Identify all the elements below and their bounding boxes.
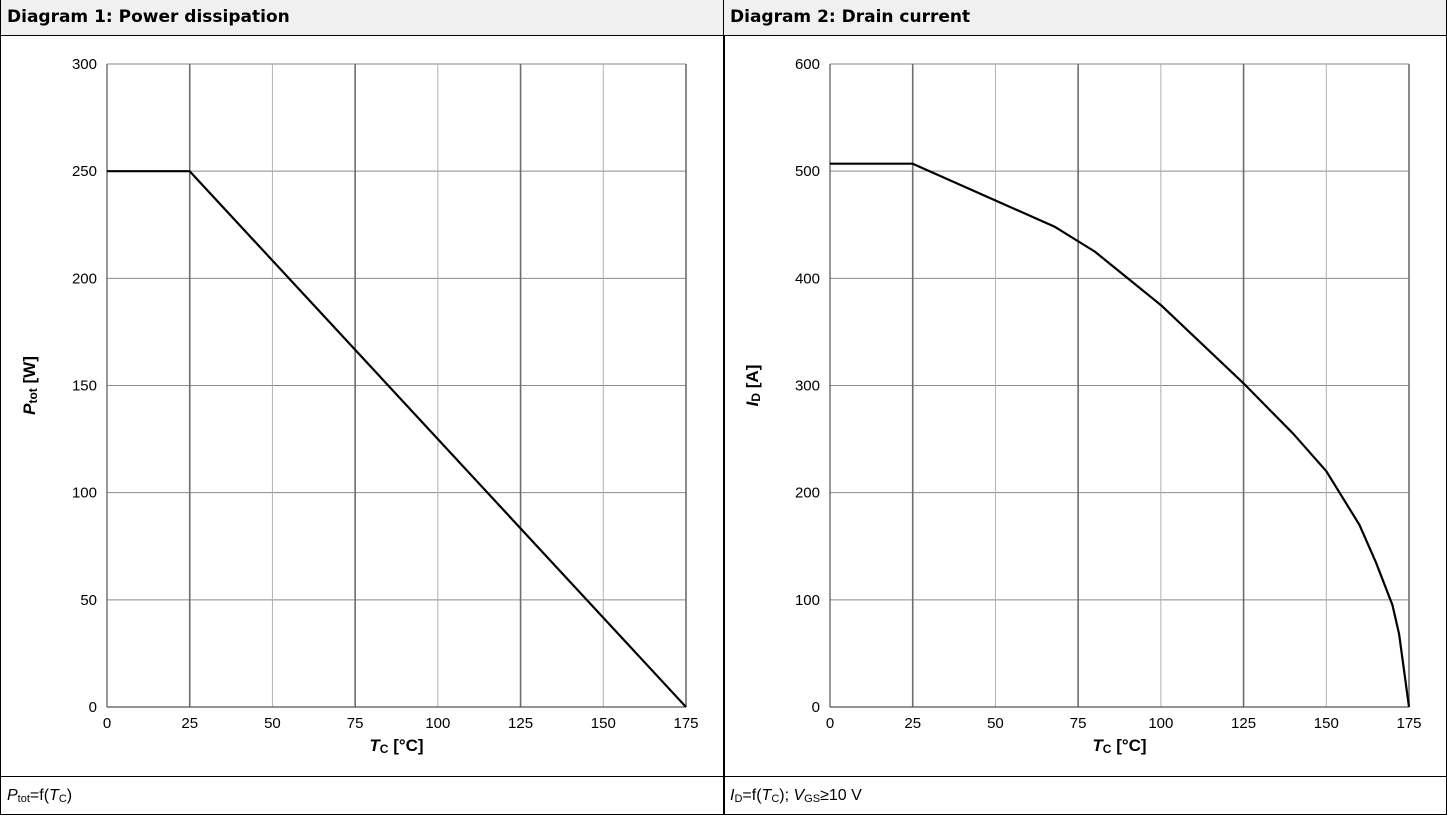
panel-2-footer: ID=f(TC); VGS≥10 V <box>724 776 1446 814</box>
footer-extra-var: V <box>793 787 805 804</box>
x-tick-label: 75 <box>347 715 364 732</box>
footer-arg-sub: C <box>58 793 67 805</box>
x-tick-label: 25 <box>904 715 921 732</box>
footer-arg-sub: C <box>771 793 780 805</box>
y-tick-label: 0 <box>89 699 97 716</box>
series-line <box>107 170 687 708</box>
y-tick-label: 100 <box>795 592 820 609</box>
x-tick-label: 0 <box>103 715 111 732</box>
y-tick-label: 300 <box>795 378 820 395</box>
y-tick-label: 400 <box>795 270 820 287</box>
x-tick-label: 125 <box>1231 715 1256 732</box>
x-tick-label: 150 <box>1314 715 1339 732</box>
footer-extra-sub: GS <box>804 793 821 805</box>
footer-func-sub: D <box>734 793 743 805</box>
x-tick-label: 50 <box>264 715 281 732</box>
y-tick-label: 500 <box>795 163 820 180</box>
y-tick-label: 50 <box>80 592 97 609</box>
x-tick-label: 100 <box>1148 715 1173 732</box>
footer-arg-var: T <box>761 787 772 804</box>
y-tick-label: 100 <box>72 485 97 502</box>
y-axis-label: ID [A] <box>743 365 763 407</box>
x-axis-label: TC [°C] <box>1092 736 1146 756</box>
y-tick-label: 250 <box>72 163 97 180</box>
y-tick-label: 200 <box>72 270 97 287</box>
y-tick-label: 600 <box>795 56 820 73</box>
y-tick-label: 0 <box>812 699 820 716</box>
footer-extra: ≥10 V <box>820 787 862 804</box>
x-tick-label: 175 <box>673 715 698 732</box>
footer-close: ); <box>779 787 790 804</box>
y-tick-label: 300 <box>72 56 97 73</box>
x-tick-label: 50 <box>987 715 1004 732</box>
x-tick-label: 150 <box>591 715 616 732</box>
y-tick-label: 150 <box>72 378 97 395</box>
x-tick-label: 125 <box>508 715 533 732</box>
drain-current-chart: 0 100 200 300 400 500 600 0 25 50 75 100 125 150 175 TC… <box>743 56 1422 756</box>
x-tick-label: 100 <box>425 715 450 732</box>
footer-close: ) <box>66 787 73 804</box>
x-axis-label: TC [°C] <box>369 736 423 756</box>
footer-func-eq: =f( <box>742 787 762 804</box>
y-tick-label: 200 <box>795 485 820 502</box>
x-tick-label: 175 <box>1396 715 1421 732</box>
x-tick-label: 75 <box>1070 715 1087 732</box>
panel-1-header: Diagram 1: Power dissipation <box>1 0 724 36</box>
footer-func-eq: =f( <box>29 787 50 804</box>
series-line <box>830 162 1411 708</box>
y-axis-label: Ptot [W] <box>20 356 40 415</box>
power-dissipation-chart: 0 50 100 150 200 250 300 0 25 50 75 100 125 150 175 TC … <box>20 56 699 756</box>
footer-func-sub: tot <box>17 793 30 805</box>
panel-2-header: Diagram 2: Drain current <box>724 0 1446 36</box>
footer-arg-var: T <box>49 787 59 804</box>
x-tick-label: 0 <box>826 715 834 732</box>
panel-1-footer: Ptot=f(TC) <box>1 776 724 814</box>
footer-func-var: I <box>730 787 735 804</box>
x-tick-label: 25 <box>181 715 198 732</box>
footer-func-var: P <box>7 787 18 804</box>
